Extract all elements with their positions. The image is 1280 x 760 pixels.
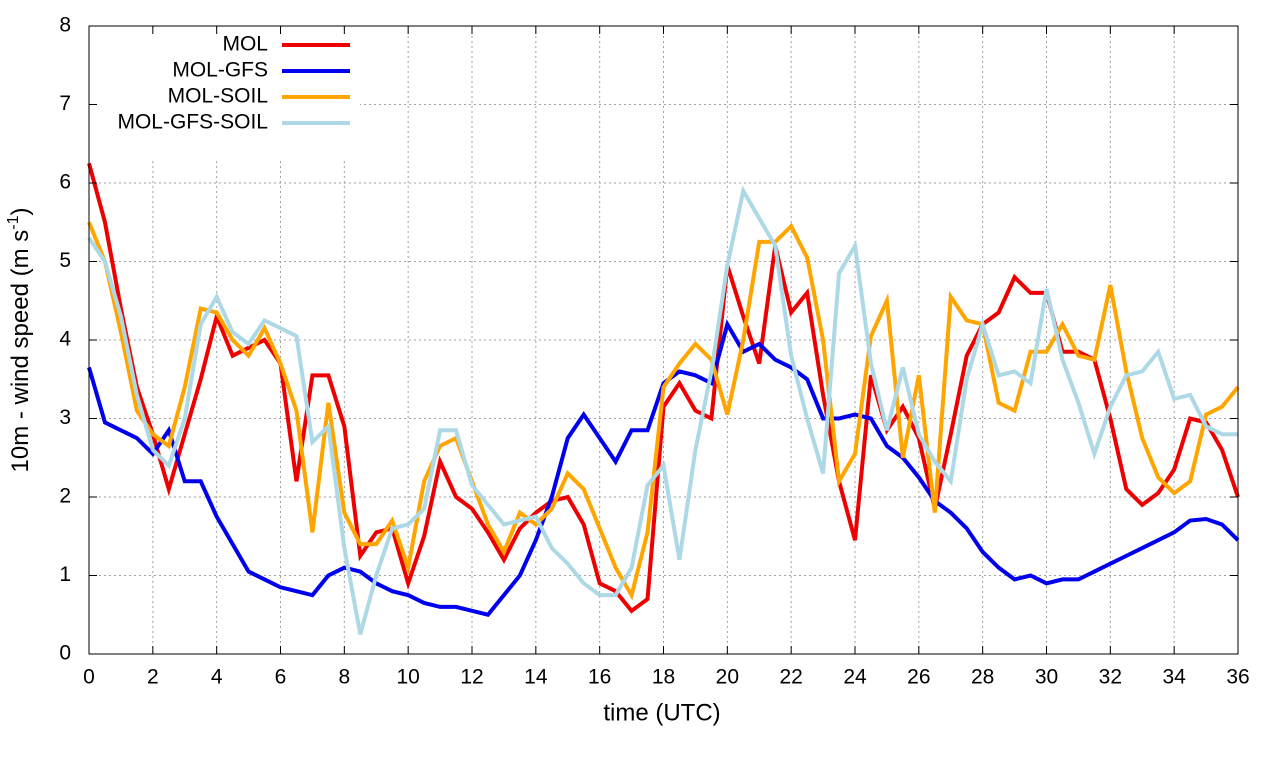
legend-label: MOL-SOIL bbox=[168, 85, 268, 108]
x-tick-label: 28 bbox=[971, 666, 994, 689]
x-tick-label: 12 bbox=[460, 666, 483, 689]
x-tick-label: 24 bbox=[843, 666, 867, 689]
y-axis-label: 10m - wind speed (m s-1) bbox=[5, 208, 34, 473]
x-tick-label: 16 bbox=[588, 666, 611, 689]
plot bbox=[87, 162, 1240, 635]
y-axis-label-text: 10m - wind speed (m s bbox=[7, 230, 34, 473]
y-tick-label: 7 bbox=[59, 92, 71, 115]
x-tick-label: 4 bbox=[211, 666, 223, 689]
x-tick-label: 22 bbox=[779, 666, 802, 689]
x-axis-label: time (UTC) bbox=[603, 699, 720, 726]
y-tick-label: 4 bbox=[59, 328, 71, 351]
x-tick-label: 34 bbox=[1162, 666, 1186, 689]
x-tick-label: 18 bbox=[652, 666, 675, 689]
x-tick-label: 8 bbox=[338, 666, 350, 689]
legend-label: MOL bbox=[222, 33, 268, 56]
x-tick-label: 2 bbox=[147, 666, 159, 689]
y-tick-label: 6 bbox=[59, 171, 71, 194]
y-tick-label: 1 bbox=[59, 563, 71, 586]
y-axis-label-sup: -1 bbox=[5, 215, 22, 229]
series-line bbox=[87, 319, 1240, 617]
x-tick-label: 20 bbox=[716, 666, 739, 689]
x-tick-label: 10 bbox=[396, 666, 419, 689]
x-tick-label: 6 bbox=[275, 666, 287, 689]
x-tick-label: 14 bbox=[524, 666, 548, 689]
x-tick-label: 32 bbox=[1099, 666, 1122, 689]
x-tick-label: 26 bbox=[907, 666, 930, 689]
y-tick-label: 5 bbox=[59, 249, 71, 272]
y-tick-label: 2 bbox=[59, 485, 71, 508]
x-tick-label: 0 bbox=[83, 666, 95, 689]
y-tick-label: 8 bbox=[59, 14, 71, 37]
x-tick-label: 30 bbox=[1035, 666, 1058, 689]
y-tick-label: 3 bbox=[59, 406, 71, 429]
legend-label: MOL-GFS bbox=[172, 59, 268, 82]
legend-label: MOL-GFS-SOIL bbox=[117, 111, 268, 134]
y-tick-label: 0 bbox=[59, 642, 71, 665]
y-axis-label-close: ) bbox=[7, 208, 34, 216]
series-line bbox=[87, 185, 1238, 635]
series-line bbox=[87, 221, 1240, 601]
x-tick-label: 36 bbox=[1226, 666, 1249, 689]
